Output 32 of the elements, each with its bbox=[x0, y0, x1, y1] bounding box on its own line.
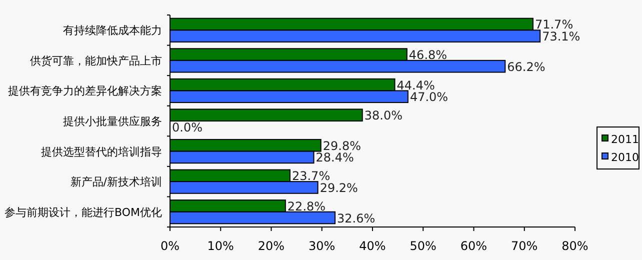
y-tick-label: 提供选型替代的培训指导 bbox=[41, 145, 162, 158]
y-tick-label: 有持续降低成本能力 bbox=[63, 24, 162, 38]
x-tick-label: 10% bbox=[207, 239, 234, 253]
y-tick-label: 提供有竞争力的差异化解决方案 bbox=[8, 84, 162, 98]
data-label: 38.0% bbox=[364, 108, 402, 123]
y-tick-label: 新产品/新技术培训 bbox=[70, 176, 162, 189]
data-label: 0.0% bbox=[172, 120, 202, 134]
data-label: 23.7% bbox=[292, 169, 330, 184]
y-tick-label: 提供小批量供应服务 bbox=[63, 115, 162, 128]
x-tick-label: 30% bbox=[308, 239, 336, 253]
data-label: 46.8% bbox=[408, 48, 448, 62]
x-tick-label: 60% bbox=[460, 239, 488, 253]
x-tick-label: 50% bbox=[410, 239, 436, 253]
data-label: 32.6% bbox=[337, 211, 376, 226]
x-tick-label: 0% bbox=[160, 239, 180, 253]
data-label: 73.1% bbox=[542, 30, 580, 44]
y-tick-label: 参与前期设计，能进行BOM优化 bbox=[4, 206, 162, 219]
x-tick-label: 80% bbox=[562, 239, 588, 253]
data-label: 29.8% bbox=[322, 138, 361, 153]
y-tick-label: 供货可靠，能加快产品上市 bbox=[30, 54, 162, 68]
data-label: 29.2% bbox=[320, 180, 358, 195]
legend-label: 2010 bbox=[611, 151, 639, 164]
data-label: 28.4% bbox=[316, 150, 354, 165]
data-label: 47.0% bbox=[410, 90, 448, 104]
x-tick-label: 70% bbox=[511, 239, 538, 253]
x-tick-label: 40% bbox=[359, 239, 386, 253]
data-label: 44.4% bbox=[396, 78, 435, 92]
x-tick-label: 20% bbox=[258, 239, 285, 253]
data-label: 66.2% bbox=[507, 60, 546, 74]
legend-label: 2011 bbox=[611, 133, 639, 146]
data-label: 71.7% bbox=[534, 18, 574, 32]
data-label: 22.8% bbox=[287, 199, 326, 214]
